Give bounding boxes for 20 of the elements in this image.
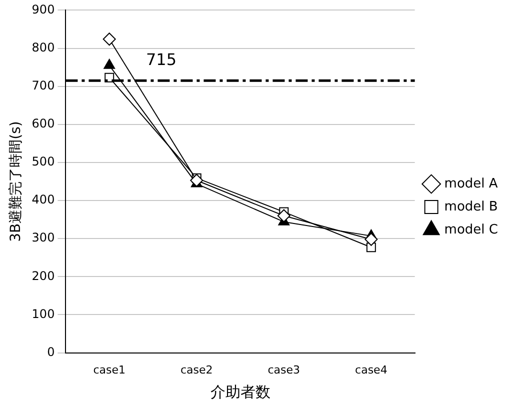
x-tick-label: case1 <box>93 363 126 376</box>
y-tick-label: 700 <box>32 78 55 92</box>
y-tick-label: 800 <box>32 40 55 54</box>
legend-label: model C <box>444 222 498 238</box>
x-axis-title: 介助者数 <box>210 382 270 401</box>
ref-line-label: 715 <box>146 50 177 69</box>
y-tick-label: 900 <box>32 2 55 16</box>
y-tick-label: 300 <box>32 230 55 245</box>
x-tick-label: case3 <box>268 363 300 376</box>
y-tick-label: 0 <box>47 344 55 359</box>
y-tick-label: 200 <box>32 268 55 283</box>
y-tick-label: 400 <box>32 192 55 207</box>
x-tick-label: case4 <box>355 363 388 376</box>
legend-label: model A <box>444 176 498 192</box>
x-tick-label: case2 <box>180 363 213 376</box>
y-tick-label: 100 <box>32 306 55 321</box>
y-tick-label: 500 <box>32 154 55 169</box>
y-tick-label: 600 <box>32 116 55 131</box>
y-axis-title: 3B避難完了時間(s) <box>8 121 24 242</box>
legend-label: model B <box>444 199 498 214</box>
